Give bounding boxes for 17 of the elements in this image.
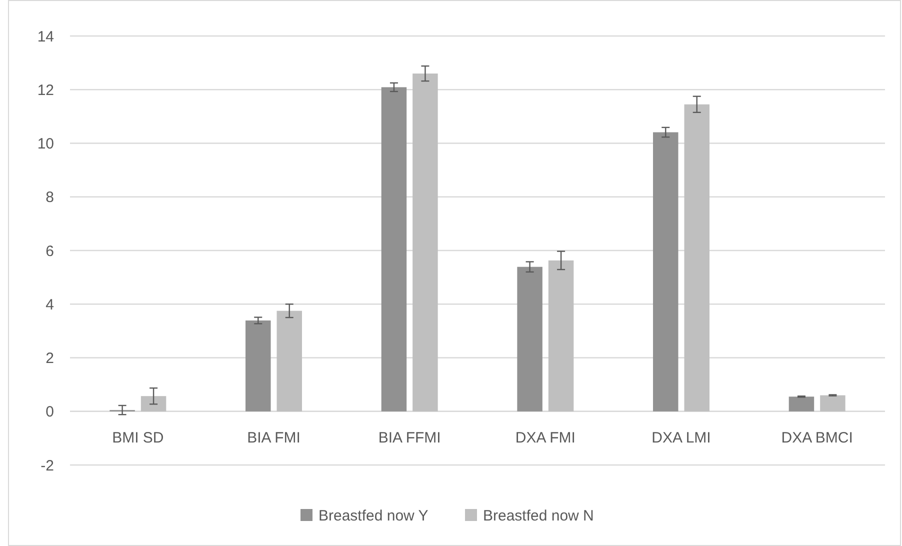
x-tick-label: BIA FMI — [247, 429, 300, 446]
y-tick-label: 10 — [37, 136, 54, 152]
x-tick-label: DXA LMI — [652, 429, 711, 446]
y-tick-label: -2 — [40, 457, 54, 474]
y-tick-label: 12 — [37, 82, 54, 99]
y-tick-label: 6 — [46, 242, 54, 260]
legend-label: Breastfed now N — [483, 507, 594, 524]
y-tick-label: 2 — [46, 350, 54, 367]
y-tick-label: 4 — [46, 296, 54, 314]
legend-label: Breastfed now Y — [318, 507, 428, 524]
x-tick-label: BMI SD — [112, 429, 164, 446]
y-tick-label: 8 — [46, 189, 54, 206]
x-tick-label: DXA BMCI — [781, 429, 853, 446]
x-tick-label: BIA FFMI — [378, 429, 441, 446]
y-tick-label: 14 — [37, 28, 54, 46]
y-tick-label: 0 — [46, 404, 54, 421]
x-tick-label: DXA FMI — [515, 429, 576, 446]
